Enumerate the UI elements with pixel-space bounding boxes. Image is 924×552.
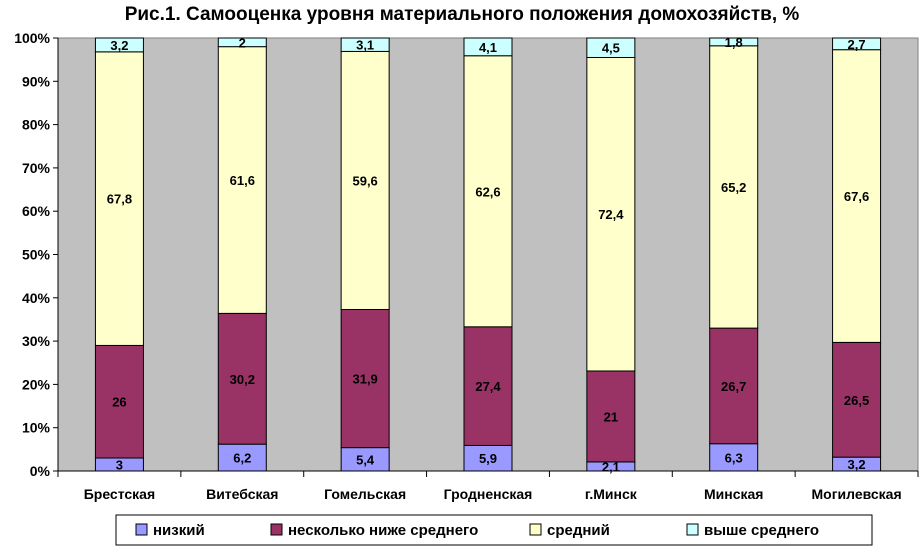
bar-segment-4-2 [217,37,267,48]
legend-swatch [686,523,699,536]
data-label: 59,6 [352,173,377,188]
data-label: 4,5 [602,41,620,56]
data-label: 27,4 [475,379,501,394]
data-label: 62,6 [475,184,500,199]
legend-swatch [135,523,148,536]
bar-segment-4-3 [340,37,390,52]
x-category-label: Гродненская [444,486,533,502]
bar-segment-1-4 [463,444,513,472]
data-label: 67,6 [844,189,869,204]
data-label: 31,9 [352,372,377,387]
data-label: 6,2 [233,451,251,466]
bar-segment-4-7 [832,37,882,51]
x-category-label: Гомельская [324,486,406,502]
y-tick-label: 50% [22,247,51,263]
bar-segment-3-5 [586,56,636,372]
bar-segment-1-6 [709,443,759,472]
y-tick-label: 20% [22,376,51,392]
y-tick-label: 80% [22,117,51,133]
y-tick-label: 100% [14,30,50,46]
data-label: 3 [116,458,123,473]
data-label: 6,3 [725,450,743,465]
data-label: 72,4 [598,207,624,222]
data-label: 3,2 [848,457,866,472]
data-label: 26,5 [844,393,869,408]
bar-segment-3-2 [217,46,267,314]
x-category-label: Витебская [206,486,278,502]
data-label: 4,1 [479,40,497,55]
x-category-label: г.Минск [585,486,638,502]
bar-segment-3-4 [463,55,513,328]
x-category-label: Брестская [84,486,155,502]
legend-label: несколько ниже среднего [288,522,478,539]
data-label: 3,1 [356,38,374,53]
data-label: 26,7 [721,379,746,394]
chart-title: Рис.1. Самооценка уровня материального п… [125,4,800,25]
legend-swatch [529,523,542,536]
y-tick-label: 0% [30,463,51,479]
y-tick-label: 90% [22,73,51,89]
bars-layer: 3 26 67,8 3,2 6,2 30,2 61,6 2 5,4 31,9 59,6 3,1 5,9 2… [94,35,882,474]
legend-label: низкий [153,522,205,539]
bar-segment-2-6 [709,327,759,445]
bar-segment-4-6 [709,37,759,47]
data-label: 67,8 [107,192,132,207]
data-label: 2 [239,35,246,50]
x-category-label: Могилевская [811,486,901,502]
bar-segment-2-5 [586,370,636,463]
bar-segment-2-7 [832,341,882,458]
data-label: 65,2 [721,180,746,195]
bar-segment-3-6 [709,45,759,329]
bar-segment-2-4 [463,326,513,446]
bar-segment-3-3 [340,50,390,310]
legend-label: средний [547,522,610,539]
y-tick-label: 10% [22,420,51,436]
legend-label: выше среднего [704,522,819,539]
bar-segment-4-5 [586,37,636,58]
y-tick-label: 70% [22,160,51,176]
data-label: 1,8 [725,35,743,50]
legend-box [115,514,873,546]
bar-segment-1-2 [217,443,267,472]
data-label: 5,9 [479,451,497,466]
bar-segment-4-1 [94,37,144,53]
y-tick-label: 60% [22,203,51,219]
bar-segment-3-7 [832,49,882,343]
data-label: 61,6 [230,173,255,188]
data-label: 30,2 [230,372,255,387]
y-tick-label: 40% [22,290,51,306]
bar-segment-2-1 [94,344,144,459]
y-tick-label: 30% [22,333,51,349]
bar-segment-2-3 [340,308,390,449]
legend: низкий несколько ниже среднего средний выше… [115,514,873,546]
data-label: 5,4 [356,452,375,467]
x-category-label: Минская [704,486,763,502]
data-label: 2,7 [848,37,866,52]
legend-swatch [270,523,283,536]
axis-layer: 0% 10% 20% 30% 40% 50% 60% 70% 80% 90% 100% Брестск… [14,30,919,502]
data-label: 21 [604,409,618,424]
bar-segment-2-2 [217,312,267,445]
data-label: 3,2 [110,38,128,53]
data-label: 26 [112,395,126,410]
bar-segment-4-4 [463,37,513,57]
